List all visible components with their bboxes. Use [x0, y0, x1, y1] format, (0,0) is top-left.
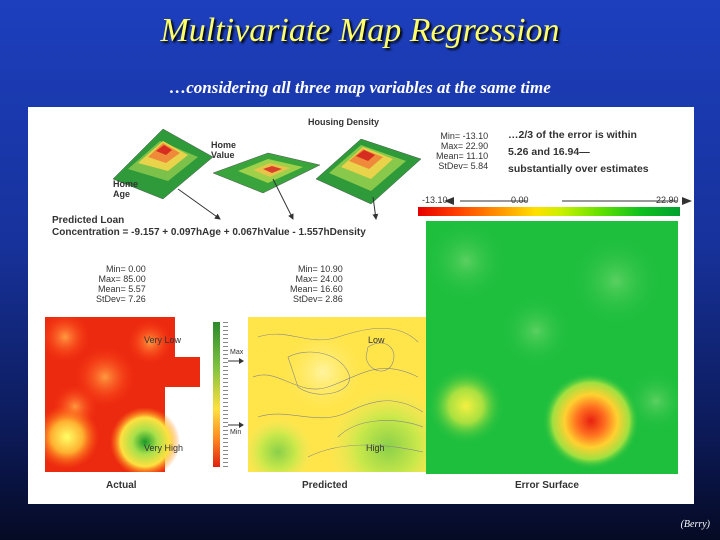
figure-panel: Housing Density Home Value Home Age Pred…: [28, 107, 694, 504]
error-surface-map: [426, 221, 678, 474]
predicted-stdev: StDev= 2.86: [293, 294, 343, 304]
predicted-stats: Min= 10.90 Max= 24.00 Mean= 16.60 StDev=…: [290, 264, 343, 304]
caption-error-surface: Error Surface: [515, 480, 579, 491]
caption-actual: Actual: [106, 480, 137, 491]
ramp-arrows: [228, 358, 244, 428]
housing-density-label: Housing Density: [308, 117, 380, 127]
error-note: …2/3 of the error is within 5.26 and 16.…: [508, 127, 649, 178]
home-age-label: Home Age: [113, 179, 139, 199]
equation-line-2: Concentration = -9.157 + 0.097hAge + 0.0…: [52, 227, 366, 238]
housing-density-surface: [315, 138, 422, 205]
error-note-line-2: 5.26 and 16.94—: [508, 146, 590, 158]
slide-title: Multivariate Map Regression: [160, 12, 560, 49]
equation-line-1: Predicted Loan: [52, 215, 125, 226]
error-min: Min= -13.10: [440, 131, 489, 141]
error-note-line-1: …2/3 of the error is within: [508, 129, 637, 141]
error-legend-mid: 0.00: [511, 195, 529, 205]
credit: (Berry): [680, 519, 710, 530]
home-value-surface: [212, 152, 321, 194]
error-legend-min: -13.10: [422, 195, 448, 205]
predicted-max: Max= 24.00: [295, 274, 343, 284]
slide-subtitle: …considering all three map variables at …: [169, 78, 551, 97]
error-max: Max= 22.90: [440, 141, 489, 151]
actual-max: Max= 85.00: [98, 274, 146, 284]
actual-stats: Min= 0.00 Max= 85.00 Mean= 5.57 StDev= 7…: [96, 264, 146, 304]
caption-predicted: Predicted: [302, 480, 348, 491]
predicted-low-label: Low: [368, 335, 385, 345]
ramp-ticks: [223, 322, 228, 467]
actual-very-low-label: Very Low: [144, 335, 182, 345]
surface-arrows: [177, 178, 379, 220]
predicted-map: [248, 317, 426, 472]
actual-min: Min= 0.00: [106, 264, 146, 274]
ramp-min-label: Min: [230, 429, 242, 436]
error-stdev: StDev= 5.84: [438, 161, 489, 171]
actual-very-high-label: Very High: [144, 443, 184, 453]
home-value-label: Home Value: [211, 140, 237, 160]
predicted-high-label: High: [366, 443, 385, 453]
value-ramp: [213, 322, 220, 467]
error-legend-max: 22.90: [656, 195, 679, 205]
actual-mean: Mean= 5.57: [97, 284, 146, 294]
error-mean: Mean= 11.10: [436, 151, 489, 161]
actual-map: [45, 317, 200, 472]
error-color-ramp: [418, 207, 680, 216]
ramp-max-label: Max: [230, 349, 244, 356]
predicted-mean: Mean= 16.60: [290, 284, 343, 294]
error-stats: Min= -13.10 Max= 22.90 Mean= 11.10 StDev…: [436, 131, 488, 171]
home-age-surface: [112, 128, 214, 200]
error-legend-arrow: [444, 197, 692, 205]
error-note-line-3: substantially over estimates: [508, 163, 649, 175]
actual-stdev: StDev= 7.26: [96, 294, 146, 304]
predicted-min: Min= 10.90: [298, 264, 343, 274]
